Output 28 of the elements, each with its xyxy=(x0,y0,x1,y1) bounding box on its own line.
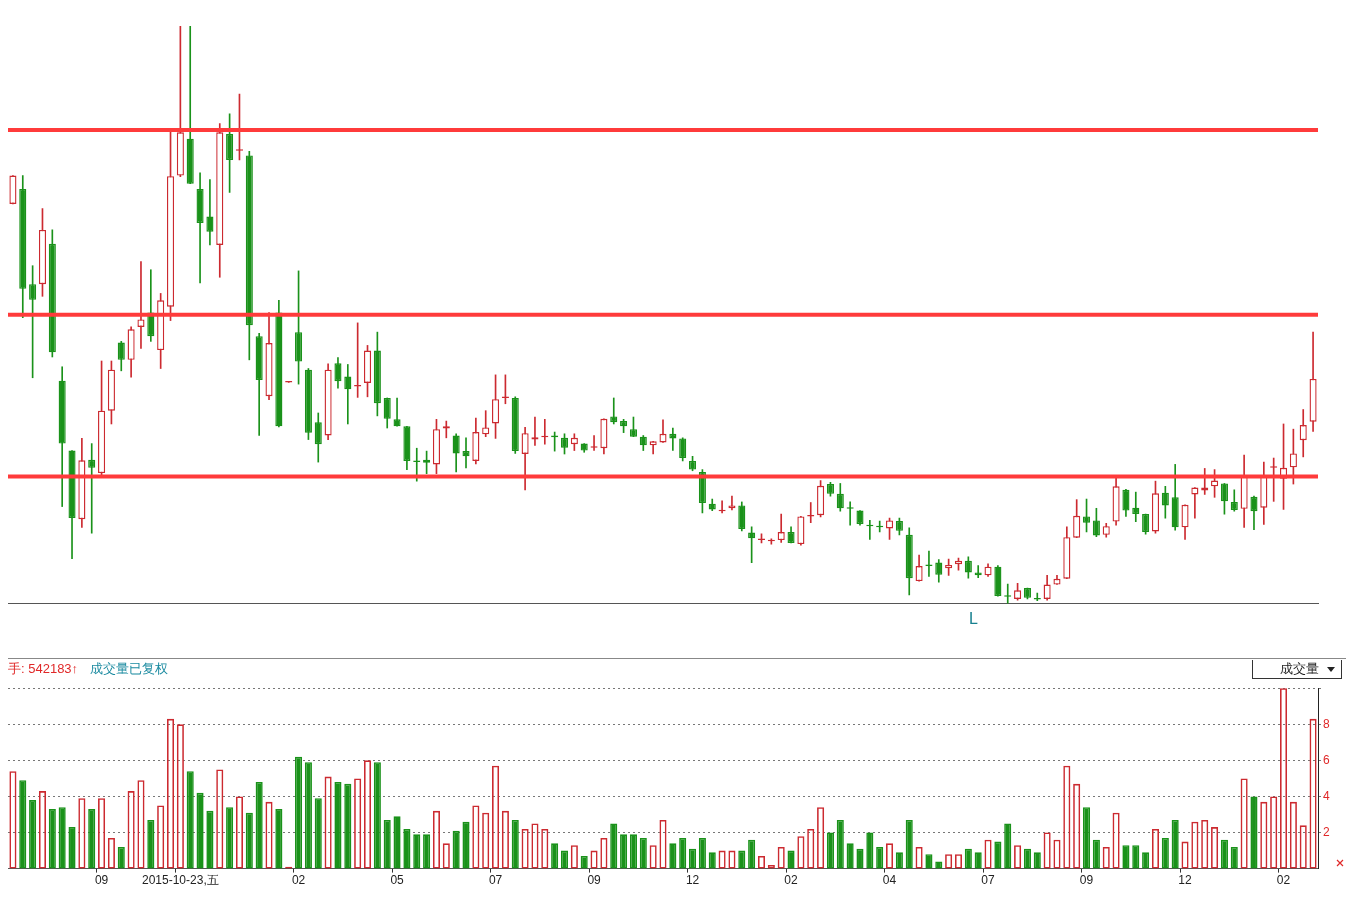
candlestick xyxy=(206,179,214,246)
y-tick-label: 2 xyxy=(1323,824,1330,839)
candlestick xyxy=(1132,491,1140,522)
x-tick-label: 09 xyxy=(94,873,109,888)
text: 成交量已复权 xyxy=(90,661,169,676)
y-tick-label: 8 xyxy=(1323,716,1330,731)
text: 成交量 xyxy=(1280,660,1319,678)
x-tick-label: 02 xyxy=(784,873,799,888)
x-tick-label: 2015-10-23,五 xyxy=(142,873,219,888)
x-tick-label: 09 xyxy=(1079,873,1094,888)
x-tick-label: 12 xyxy=(1178,873,1193,888)
x-tick-label: 09 xyxy=(587,873,602,888)
x-tick-label: 05 xyxy=(390,873,405,888)
candlestick xyxy=(669,427,677,451)
x-tick-label: 07 xyxy=(488,873,503,888)
candlestick xyxy=(344,364,352,425)
candlestick xyxy=(285,380,293,383)
x-tick-label: 02 xyxy=(1276,873,1291,888)
x-tick-label: 04 xyxy=(882,873,897,888)
text: L xyxy=(969,610,979,628)
y-tick-label: 4 xyxy=(1323,788,1330,803)
y-tick-label: 6 xyxy=(1323,752,1330,767)
x-tick-label: 02 xyxy=(291,873,306,888)
text: 手: 542183↑ xyxy=(8,661,79,676)
candlestick xyxy=(137,261,145,349)
candlestick xyxy=(610,397,618,425)
x-tick-label: 07 xyxy=(981,873,996,888)
x-tick-label: 12 xyxy=(685,873,700,888)
